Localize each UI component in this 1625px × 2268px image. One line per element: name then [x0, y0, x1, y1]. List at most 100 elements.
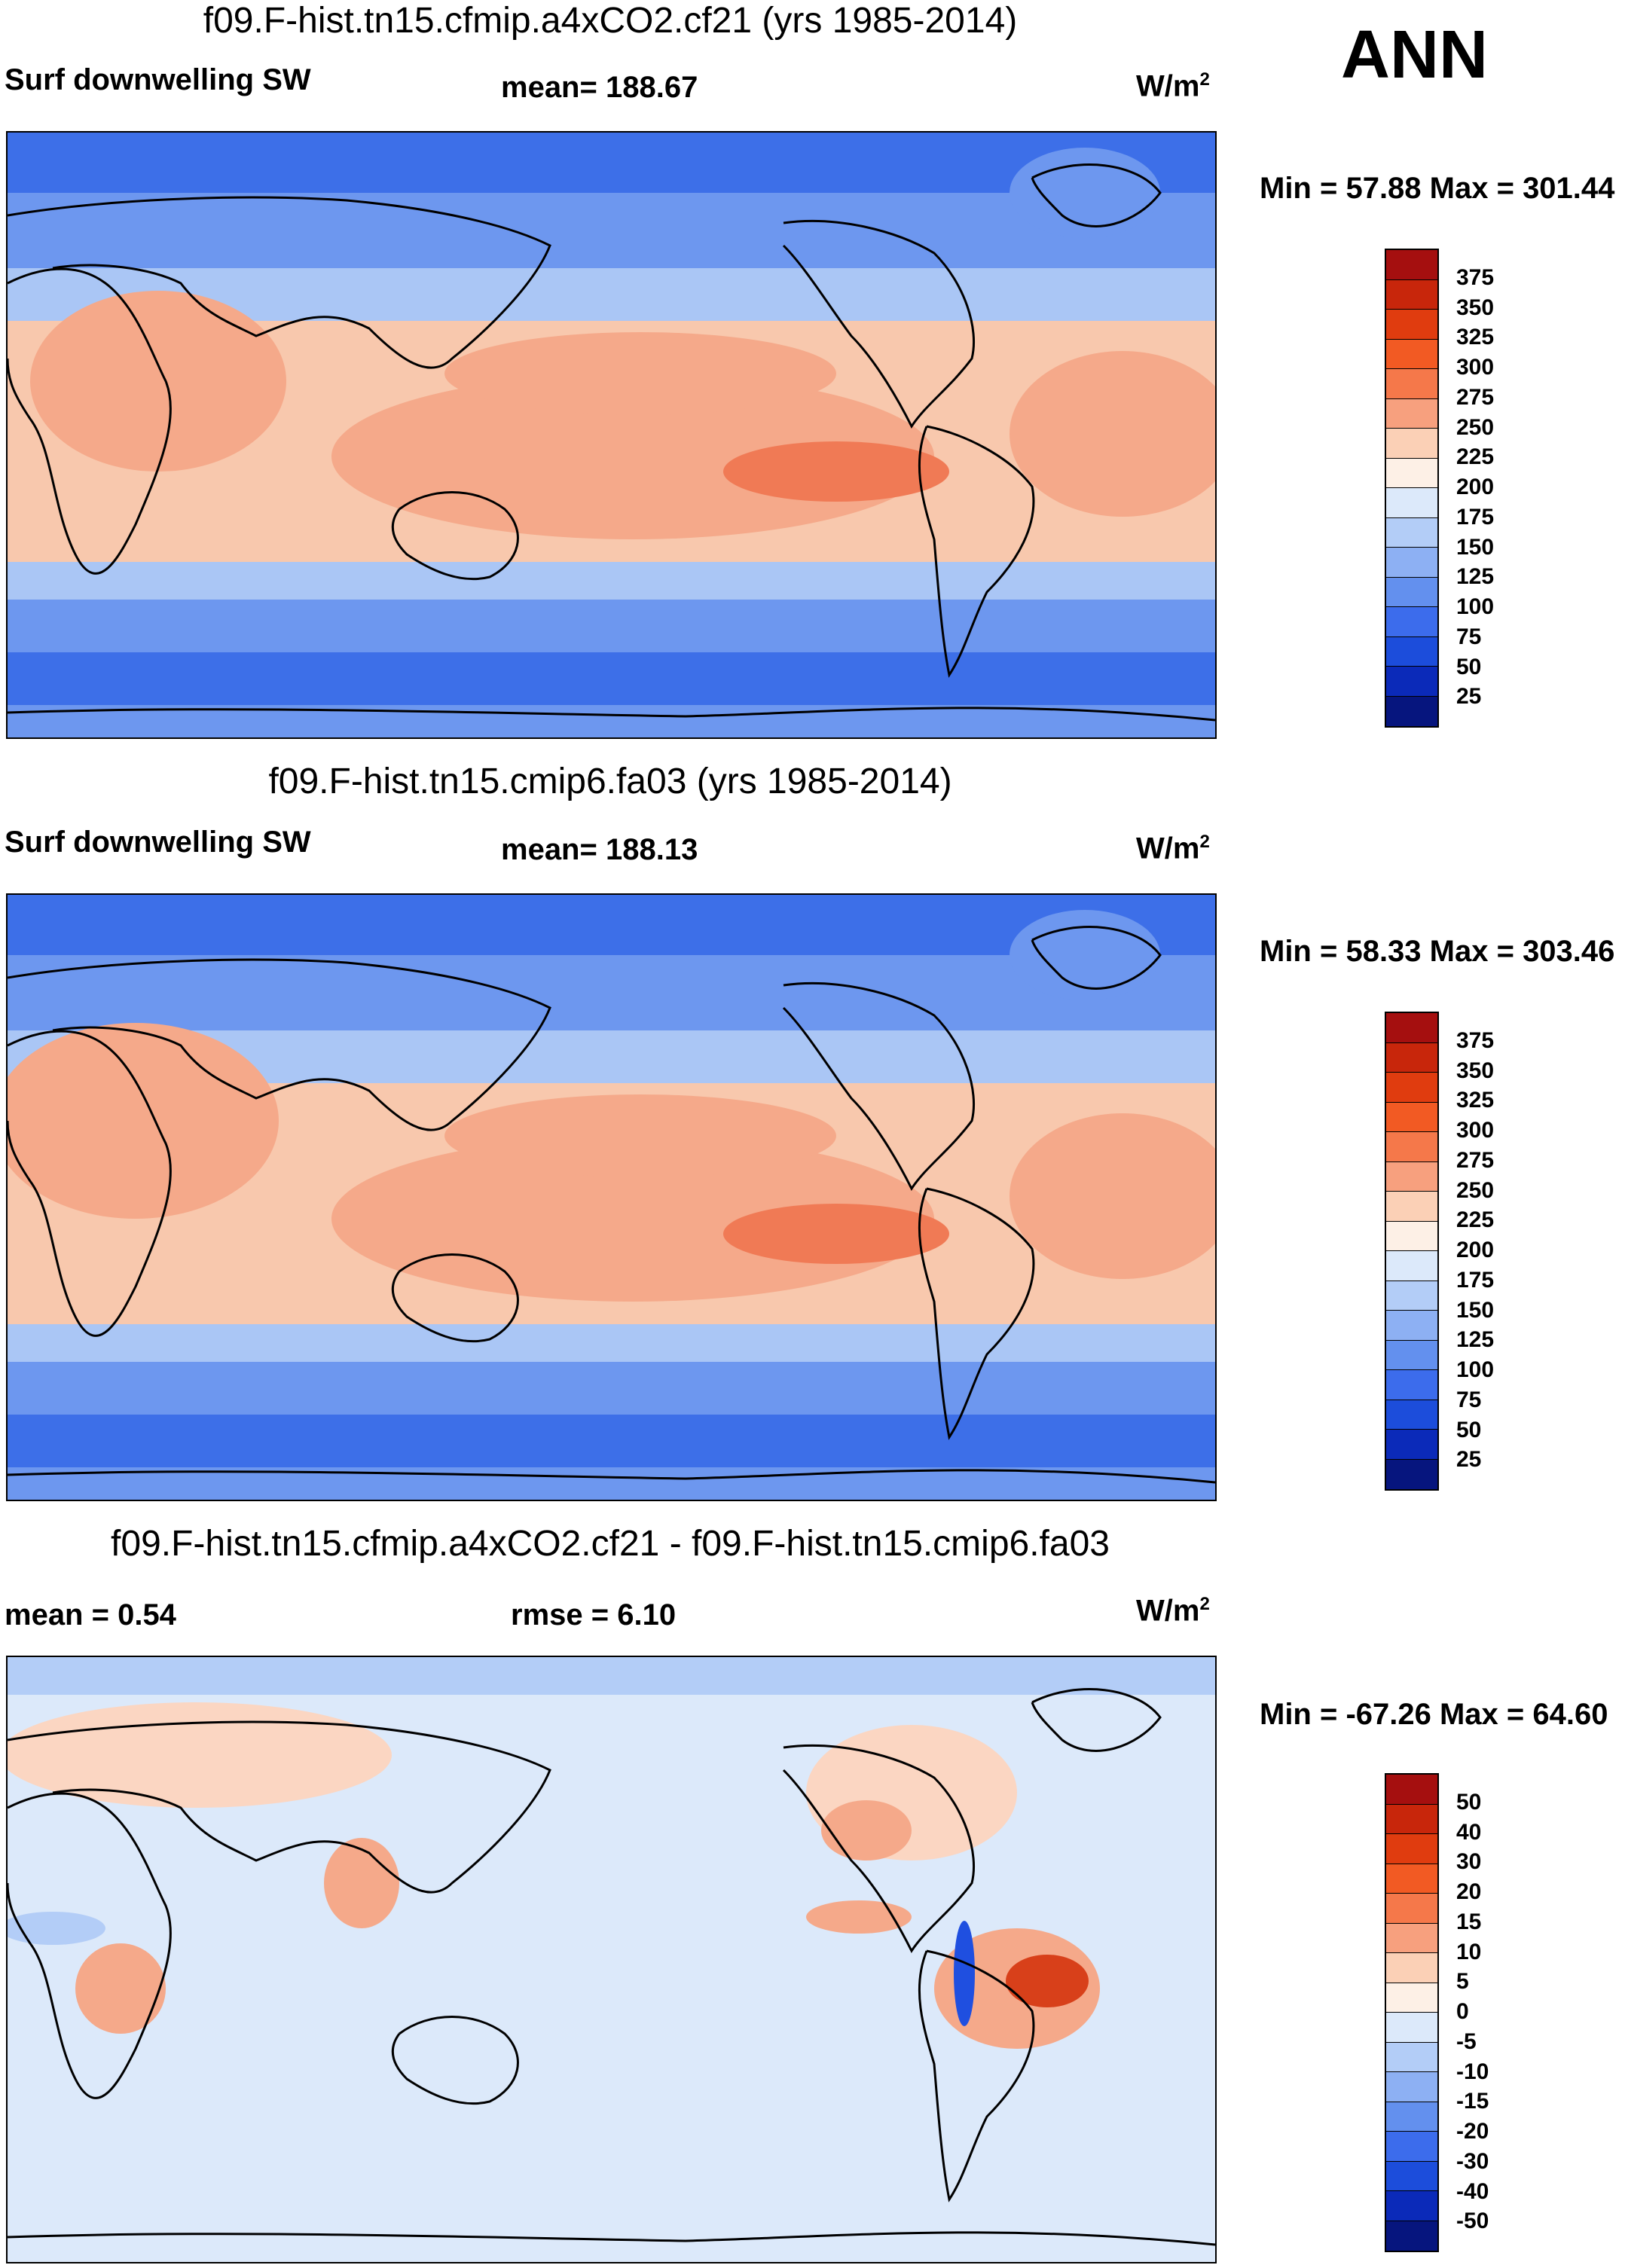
colorbar-box: [1386, 2161, 1437, 2191]
band-subpolar-s: [8, 600, 1215, 652]
colorbar-box: [1386, 1804, 1437, 1834]
colorbar-tick-label: 100: [1456, 594, 1495, 619]
band-north-pacific: [444, 332, 836, 415]
colorbar-box: [1386, 1400, 1437, 1430]
colorbar-box: [1386, 2013, 1437, 2043]
colorbar-tick-label: 50: [1456, 1417, 1482, 1442]
colorbar-tick-label: -5: [1456, 2028, 1477, 2054]
africa-coast: [8, 1030, 172, 1337]
colorbar-box: [1386, 1161, 1437, 1192]
panel-3-colorbar: [1385, 1773, 1439, 2252]
panel-3-minmax: Min = -67.26 Max = 64.60: [1260, 1698, 1608, 1731]
panel-3-rmse-label: rmse = 6.10: [511, 1598, 677, 1632]
panel-3-mean-label: mean = 0.54: [5, 1598, 176, 1632]
greenland-coast: [1031, 926, 1162, 990]
south-america-coast: [918, 1949, 1035, 2202]
diff-africa-warm: [75, 1943, 166, 2034]
colorbar-box: [1386, 2132, 1437, 2162]
colorbar-box: [1386, 458, 1437, 488]
australia-coast: [391, 491, 519, 581]
band-tropical-atlantic: [1010, 351, 1215, 517]
colorbar-box: [1386, 1042, 1437, 1073]
eurasia-coast: [8, 196, 551, 369]
band-north-pacific: [444, 1094, 836, 1177]
diff-polar-n: [8, 1657, 1215, 1695]
colorbar-tick-label: 125: [1456, 564, 1495, 590]
australia-coast: [391, 1253, 519, 1343]
panel-1-variable-label: Surf downwelling SW: [5, 63, 311, 96]
colorbar-tick-label: 200: [1456, 1238, 1495, 1262]
panel-3-title: f09.F-hist.tn15.cfmip.a4xCO2.cf21 - f09.…: [111, 1524, 1110, 1564]
colorbar-tick-label: 5: [1456, 1969, 1469, 1995]
colorbar-box: [1386, 1013, 1437, 1043]
panel-1-title: f09.F-hist.tn15.cfmip.a4xCO2.cf21 (yrs 1…: [203, 1, 1018, 41]
colorbar-tick-label: 175: [1456, 504, 1495, 530]
colorbar-tick-label: 275: [1456, 384, 1495, 410]
colorbar-tick-label: 50: [1456, 654, 1482, 679]
panel-2-coastlines: [8, 926, 1215, 1484]
panel-1-minmax: Min = 57.88 Max = 301.44: [1260, 172, 1615, 205]
south-america-coast: [918, 1187, 1035, 1440]
colorbar-box: [1386, 696, 1437, 726]
eurasia-coast: [8, 958, 551, 1131]
colorbar-tick-label: 375: [1456, 1027, 1495, 1053]
colorbar-box: [1386, 1102, 1437, 1132]
colorbar-box: [1386, 1132, 1437, 1162]
colorbar-box: [1386, 1192, 1437, 1222]
band-polar-s: [8, 652, 1215, 705]
colorbar-tick-label: -15: [1456, 2089, 1489, 2114]
colorbar-box: [1386, 339, 1437, 369]
colorbar-box: [1386, 2191, 1437, 2221]
panel-1-colorbar: [1385, 249, 1439, 728]
africa-coast: [8, 267, 172, 575]
band-africa: [8, 1023, 279, 1219]
season-label: ANN: [1341, 17, 1488, 93]
diff-north-america-warm2: [821, 1800, 912, 1860]
colorbar-tick-label: 300: [1456, 1118, 1495, 1143]
colorbar-tick-label: 15: [1456, 1909, 1482, 1934]
panel-2-map: [6, 893, 1217, 1501]
colorbar-box: [1386, 2072, 1437, 2102]
south-america-coast: [918, 425, 1035, 678]
colorbar-tick-label: 20: [1456, 1879, 1482, 1904]
colorbar-tick-label: -10: [1456, 2059, 1489, 2084]
colorbar-box: [1386, 577, 1437, 607]
colorbar-tick-label: 25: [1456, 684, 1482, 710]
colorbar-tick-label: 275: [1456, 1147, 1495, 1173]
north-america-coast: [782, 219, 976, 429]
colorbar-tick-label: -40: [1456, 2178, 1489, 2204]
colorbar-tick-label: 10: [1456, 1939, 1482, 1964]
colorbar-box: [1386, 1953, 1437, 1983]
colorbar-box: [1386, 429, 1437, 459]
colorbar-tick-label: 175: [1456, 1267, 1495, 1293]
colorbar-tick-label: 125: [1456, 1327, 1495, 1353]
diff-amazon-hot: [1006, 1955, 1089, 2007]
australia-coast: [391, 2016, 519, 2105]
panel-2-variable-label: Surf downwelling SW: [5, 826, 311, 859]
colorbar-box: [1386, 310, 1437, 340]
greenland-coast: [1031, 163, 1162, 227]
colorbar-tick-label: 225: [1456, 444, 1495, 470]
panel-2-mean-label: mean= 188.13: [501, 833, 698, 866]
colorbar-box: [1386, 1864, 1437, 1894]
panel-3-map: [6, 1656, 1217, 2263]
colorbar-tick-label: 375: [1456, 264, 1495, 290]
colorbar-tick-label: 350: [1456, 295, 1495, 320]
diff-atlantic-cold: [8, 1912, 105, 1945]
band-subpolar-s: [8, 1362, 1215, 1415]
colorbar-box: [1386, 667, 1437, 697]
colorbar-box: [1386, 548, 1437, 578]
panel-1-map-svg: [8, 133, 1215, 737]
colorbar-tick-label: 150: [1456, 534, 1495, 560]
colorbar-box: [1386, 1430, 1437, 1460]
panel-2-map-svg: [8, 895, 1215, 1500]
colorbar-tick-label: 0: [1456, 1999, 1469, 2024]
colorbar-box: [1386, 2221, 1437, 2251]
colorbar-box: [1386, 250, 1437, 280]
colorbar-tick-label: 75: [1456, 624, 1482, 649]
panel-2-units: W/m2: [1136, 832, 1210, 865]
panel-3-map-svg: [8, 1657, 1215, 2262]
colorbar-box: [1386, 1834, 1437, 1864]
colorbar-tick-label: 30: [1456, 1849, 1482, 1875]
colorbar-tick-label: 150: [1456, 1297, 1495, 1323]
